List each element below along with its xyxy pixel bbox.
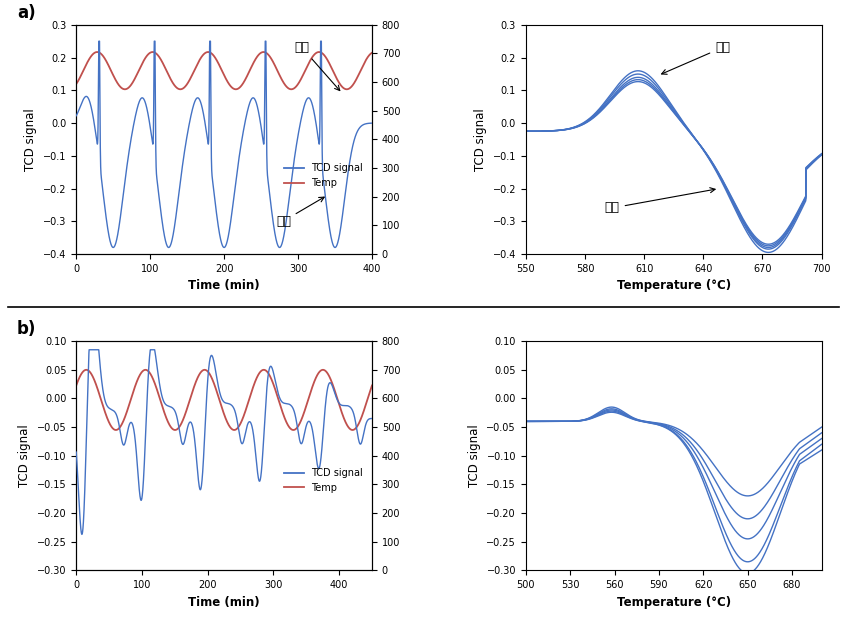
Text: 재생: 재생 (605, 188, 715, 215)
X-axis label: Time (min): Time (min) (188, 596, 260, 609)
Text: 흡수: 흡수 (295, 41, 340, 91)
X-axis label: Time (min): Time (min) (188, 280, 260, 292)
Legend: TCD signal, Temp: TCD signal, Temp (280, 159, 367, 192)
Text: b): b) (17, 321, 36, 339)
Y-axis label: TCD signal: TCD signal (18, 425, 31, 487)
X-axis label: Temperature (°C): Temperature (°C) (617, 596, 731, 609)
Legend: TCD signal, Temp: TCD signal, Temp (280, 464, 367, 497)
Y-axis label: TCD signal: TCD signal (474, 108, 487, 170)
Y-axis label: TCD signal: TCD signal (468, 425, 481, 487)
Text: a): a) (17, 4, 36, 22)
Text: 흡수: 흡수 (662, 41, 730, 74)
X-axis label: Temperature (°C): Temperature (°C) (617, 280, 731, 292)
Y-axis label: TCD signal: TCD signal (25, 108, 37, 170)
Text: 재생: 재생 (276, 197, 324, 228)
